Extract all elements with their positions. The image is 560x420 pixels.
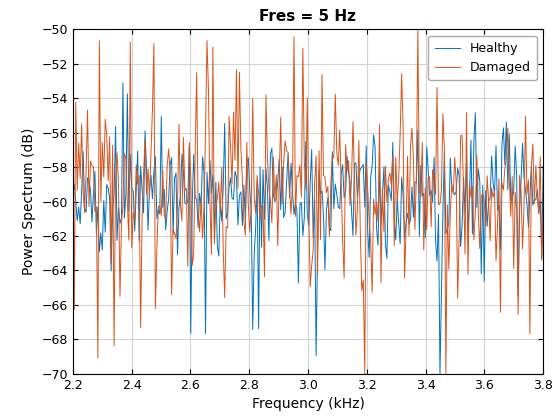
Damaged bbox=[486, 199, 492, 204]
Damaged bbox=[312, 153, 319, 158]
Damaged bbox=[69, 121, 76, 126]
Legend: Healthy, Damaged: Healthy, Damaged bbox=[428, 36, 537, 80]
X-axis label: Frequency (kHz): Frequency (kHz) bbox=[251, 397, 365, 411]
Damaged bbox=[137, 325, 144, 330]
Damaged bbox=[361, 371, 368, 376]
Damaged bbox=[409, 126, 416, 131]
Healthy bbox=[409, 184, 416, 189]
Damaged bbox=[540, 210, 547, 215]
Line: Healthy: Healthy bbox=[73, 83, 543, 374]
Healthy bbox=[69, 190, 76, 195]
Damaged bbox=[459, 133, 465, 138]
Healthy bbox=[437, 371, 444, 376]
Healthy bbox=[403, 221, 409, 226]
Healthy bbox=[540, 163, 547, 168]
Healthy bbox=[139, 187, 146, 192]
Y-axis label: Power Spectrum (dB): Power Spectrum (dB) bbox=[22, 128, 36, 275]
Healthy bbox=[486, 199, 492, 204]
Healthy bbox=[314, 245, 321, 250]
Healthy bbox=[459, 223, 465, 228]
Damaged bbox=[403, 227, 409, 232]
Healthy bbox=[120, 80, 127, 85]
Title: Fres = 5 Hz: Fres = 5 Hz bbox=[259, 9, 357, 24]
Damaged bbox=[414, 27, 421, 32]
Line: Damaged: Damaged bbox=[73, 29, 543, 374]
